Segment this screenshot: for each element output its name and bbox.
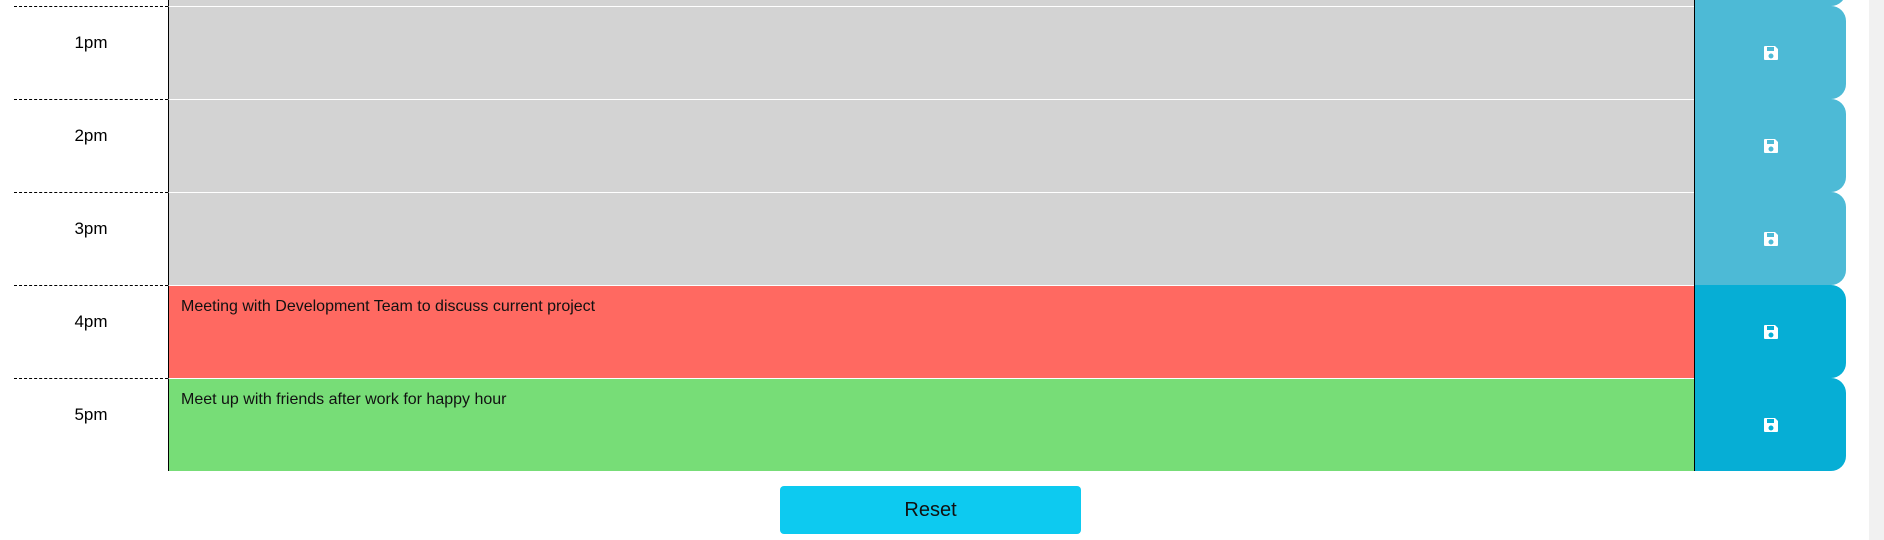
event-description-input[interactable] bbox=[168, 0, 1709, 6]
floppy-disk-icon bbox=[1763, 45, 1778, 60]
floppy-disk-icon bbox=[1763, 324, 1778, 339]
event-description-input[interactable] bbox=[168, 192, 1709, 285]
time-block-row: 5pm Meet up with friends after work for … bbox=[14, 378, 1846, 471]
hour-label: 4pm bbox=[14, 285, 168, 378]
floppy-disk-icon bbox=[1763, 417, 1778, 432]
save-button[interactable] bbox=[1694, 99, 1846, 192]
vertical-scrollbar[interactable] bbox=[1869, 0, 1884, 540]
event-description-input[interactable] bbox=[168, 99, 1709, 192]
floppy-disk-icon bbox=[1763, 138, 1778, 153]
time-block-row: 1pm bbox=[14, 6, 1846, 99]
time-block-row bbox=[14, 0, 1846, 6]
time-block-row: 2pm bbox=[14, 99, 1846, 192]
save-button[interactable] bbox=[1694, 285, 1846, 378]
save-button[interactable] bbox=[1694, 378, 1846, 471]
time-block-row: 4pm Meeting with Development Team to dis… bbox=[14, 285, 1846, 378]
save-button[interactable] bbox=[1694, 6, 1846, 99]
hour-label: 5pm bbox=[14, 378, 168, 471]
reset-button[interactable]: Reset bbox=[780, 486, 1081, 534]
time-block-row: 3pm bbox=[14, 192, 1846, 285]
save-button[interactable] bbox=[1694, 192, 1846, 285]
hour-label: 2pm bbox=[14, 99, 168, 192]
event-description-input[interactable]: Meeting with Development Team to discuss… bbox=[168, 285, 1709, 378]
save-button[interactable] bbox=[1694, 0, 1846, 6]
event-description-input[interactable] bbox=[168, 6, 1709, 99]
hour-label: 1pm bbox=[14, 6, 168, 99]
event-description-input[interactable]: Meet up with friends after work for happ… bbox=[168, 378, 1709, 471]
floppy-disk-icon bbox=[1763, 231, 1778, 246]
hour-label: 3pm bbox=[14, 192, 168, 285]
